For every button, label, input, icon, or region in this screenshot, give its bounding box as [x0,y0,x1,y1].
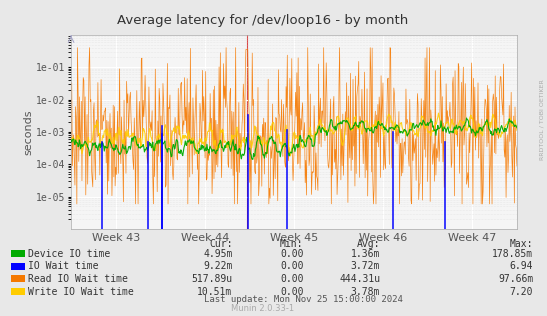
Text: 517.89u: 517.89u [191,274,232,284]
Y-axis label: seconds: seconds [24,109,33,155]
Text: 3.78m: 3.78m [351,287,380,297]
Text: Min:: Min: [280,239,304,249]
Text: Avg:: Avg: [357,239,380,249]
Text: 0.00: 0.00 [280,274,304,284]
Text: 444.31u: 444.31u [339,274,380,284]
Text: 4.95m: 4.95m [203,249,232,259]
Text: 0.00: 0.00 [280,249,304,259]
Text: Read IO Wait time: Read IO Wait time [28,274,129,284]
Text: 0.00: 0.00 [280,287,304,297]
Text: Last update: Mon Nov 25 15:00:00 2024: Last update: Mon Nov 25 15:00:00 2024 [204,295,403,304]
Text: 178.85m: 178.85m [492,249,533,259]
Text: RRDTOOL / TOBI OETIKER: RRDTOOL / TOBI OETIKER [539,80,544,161]
Text: IO Wait time: IO Wait time [28,261,99,271]
Text: 3.72m: 3.72m [351,261,380,271]
Text: Write IO Wait time: Write IO Wait time [28,287,134,297]
Text: Max:: Max: [510,239,533,249]
Text: Average latency for /dev/loop16 - by month: Average latency for /dev/loop16 - by mon… [117,14,408,27]
Text: 7.20: 7.20 [510,287,533,297]
Text: 97.66m: 97.66m [498,274,533,284]
Text: Device IO time: Device IO time [28,249,110,259]
Text: 9.22m: 9.22m [203,261,232,271]
Text: 10.51m: 10.51m [197,287,232,297]
Text: 1.36m: 1.36m [351,249,380,259]
Text: Munin 2.0.33-1: Munin 2.0.33-1 [231,305,294,313]
Text: 6.94: 6.94 [510,261,533,271]
Text: 0.00: 0.00 [280,261,304,271]
Text: Cur:: Cur: [209,239,232,249]
